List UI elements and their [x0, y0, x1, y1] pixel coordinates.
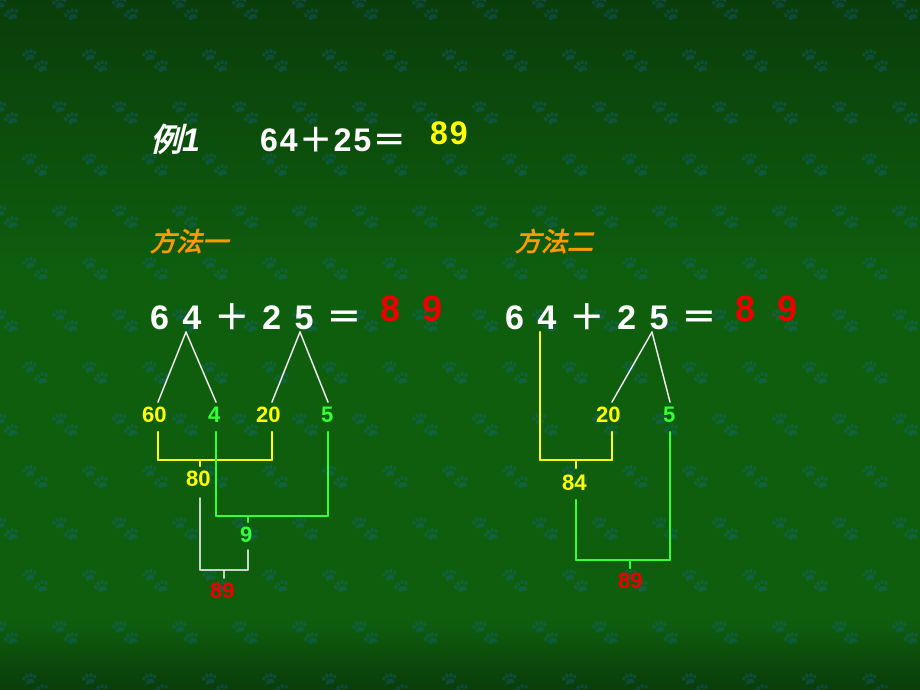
- m2-total: 89: [618, 568, 642, 594]
- content-layer: 例1 64＋25＝ 89 方法一 6 4 ＋ 2 5 ＝ 8 9 60 4 20…: [0, 0, 920, 690]
- m1-a-tens: 60: [142, 402, 166, 428]
- m1-a-ones: 4: [208, 402, 220, 428]
- m1-b-ones: 5: [321, 402, 333, 428]
- method2-equation: 6 4 ＋ 2 5 ＝: [505, 290, 718, 339]
- method1-title: 方法一: [150, 222, 228, 259]
- m1-ones-sum: 9: [240, 522, 252, 548]
- m2-step1: 84: [562, 470, 586, 496]
- m1-total: 89: [210, 578, 234, 604]
- m1-b-tens: 20: [256, 402, 280, 428]
- header-equation: 64＋25＝: [260, 115, 407, 161]
- method1-result: 8 9: [380, 288, 448, 330]
- m2-b-tens: 20: [596, 402, 620, 428]
- example-label: 例1: [150, 115, 200, 161]
- method2-title: 方法二: [515, 222, 593, 259]
- m1-tens-sum: 80: [186, 466, 210, 492]
- method1-equation: 6 4 ＋ 2 5 ＝: [150, 290, 363, 339]
- m2-b-ones: 5: [663, 402, 675, 428]
- method2-result: 8 9: [735, 288, 803, 330]
- header-result: 89: [430, 115, 470, 152]
